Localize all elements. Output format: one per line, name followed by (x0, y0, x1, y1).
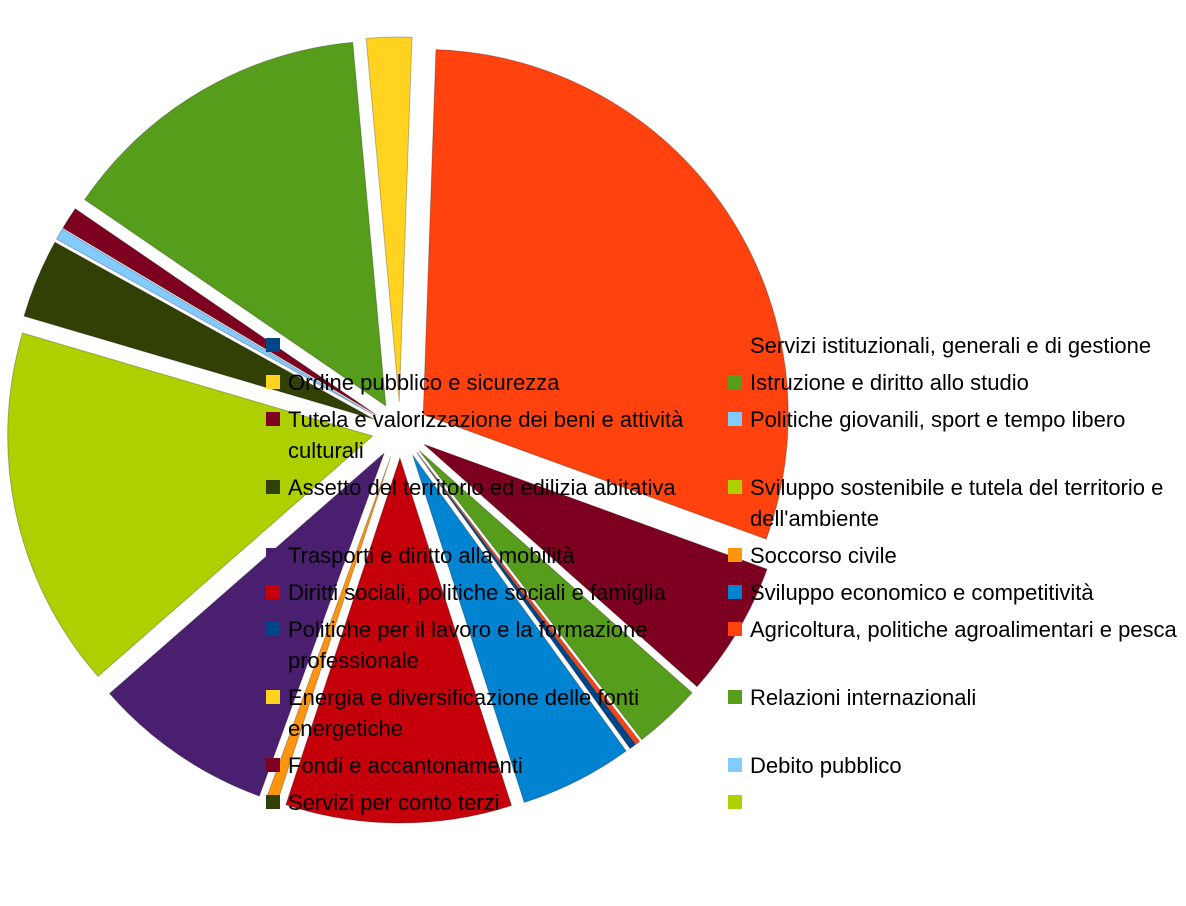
legend-swatch (728, 585, 742, 599)
legend-label: Soccorso civile (750, 543, 897, 568)
legend-swatch (266, 548, 280, 562)
legend-swatch (728, 375, 742, 389)
legend-swatch (266, 480, 280, 494)
pie-slice (62, 208, 377, 416)
legend-label: Assetto del territorio ed edilizia abita… (288, 475, 676, 500)
legend-item: Fondi e accantonamenti (266, 750, 728, 781)
pie-slice (108, 452, 385, 797)
legend-item: Relazioni internazionali (728, 682, 1178, 744)
legend-label: Sviluppo economico e competitività (750, 580, 1094, 605)
pie-slice (7, 332, 374, 678)
legend-item: Trasporti e diritto alla mobilità (266, 540, 728, 571)
legend-swatch (728, 480, 742, 494)
legend-label: Debito pubblico (750, 753, 902, 778)
legend-item: Politiche giovanili, sport e tempo liber… (728, 404, 1178, 466)
legend-swatch (266, 622, 280, 636)
pie-slice (416, 452, 637, 750)
pie-slice (365, 36, 413, 403)
pie-slice (422, 49, 789, 540)
legend-label: Sviluppo sostenibile e tutela del territ… (750, 475, 1164, 531)
legend-item: Tutela e valorizzazione dei beni e attiv… (266, 404, 728, 466)
legend-swatch (728, 622, 742, 636)
pie-slice (55, 228, 376, 417)
legend-swatch (266, 338, 280, 352)
legend-label: Servizi istituzionali, generali e di ges… (750, 333, 1152, 358)
legend-item: Energia e diversificazione delle fonti e… (266, 682, 728, 744)
legend-label: Diritti sociali, politiche sociali e fam… (288, 580, 666, 605)
legend-label: Agricoltura, politiche agroalimentari e … (750, 617, 1177, 642)
pie-slice (416, 451, 641, 745)
legend-item: Debito pubblico (728, 750, 1178, 781)
legend-label: Relazioni internazionali (750, 685, 977, 710)
legend-item: Sviluppo economico e competitività (728, 577, 1178, 608)
legend-swatch (728, 795, 742, 809)
legend-swatch (266, 412, 280, 426)
pie-slice (83, 41, 387, 407)
pie-slice (412, 454, 627, 804)
legend-swatch (728, 412, 742, 426)
pie-slice (23, 241, 375, 420)
legend-item: Diritti sociali, politiche sociali e fam… (266, 577, 728, 608)
legend-swatch (266, 690, 280, 704)
legend-label: Tutela e valorizzazione dei beni e attiv… (288, 407, 684, 463)
legend-item: Politiche per il lavoro e la formazione … (266, 614, 728, 676)
legend-label: Servizi per conto terzi (288, 790, 500, 815)
legend-swatch (266, 795, 280, 809)
legend-item: Servizi istituzionali, generali e di ges… (728, 330, 1178, 361)
legend-item: Servizi per conto terzi (266, 787, 728, 818)
legend-swatch (728, 758, 742, 772)
legend-swatch (728, 338, 742, 352)
legend-swatch (728, 690, 742, 704)
legend-item: Assetto del territorio ed edilizia abita… (266, 472, 728, 534)
legend-label: Fondi e accantonamenti (288, 753, 523, 778)
legend-label: Energia e diversificazione delle fonti e… (288, 685, 639, 741)
legend-swatch (266, 585, 280, 599)
legend-label: Politiche per il lavoro e la formazione … (288, 617, 648, 673)
pie-slice (418, 450, 693, 741)
legend-item (728, 787, 1178, 818)
legend-item: Sviluppo sostenibile e tutela del territ… (728, 472, 1178, 534)
legend-item: Istruzione e diritto allo studio (728, 367, 1178, 398)
legend-label: Politiche giovanili, sport e tempo liber… (750, 407, 1126, 432)
legend-swatch (266, 758, 280, 772)
legend-item: Agricoltura, politiche agroalimentari e … (728, 614, 1178, 676)
legend-swatch (266, 375, 280, 389)
legend-swatch (728, 548, 742, 562)
legend-label: Ordine pubblico e sicurezza (288, 370, 560, 395)
legend-label: Trasporti e diritto alla mobilità (288, 543, 575, 568)
pie-slice (285, 456, 513, 824)
legend: Servizi istituzionali, generali e di ges… (266, 330, 1178, 818)
legend-item: Soccorso civile (728, 540, 1178, 571)
legend-item: Ordine pubblico e sicurezza (266, 367, 728, 398)
legend-label: Istruzione e diritto allo studio (750, 370, 1029, 395)
legend-item (266, 330, 728, 361)
